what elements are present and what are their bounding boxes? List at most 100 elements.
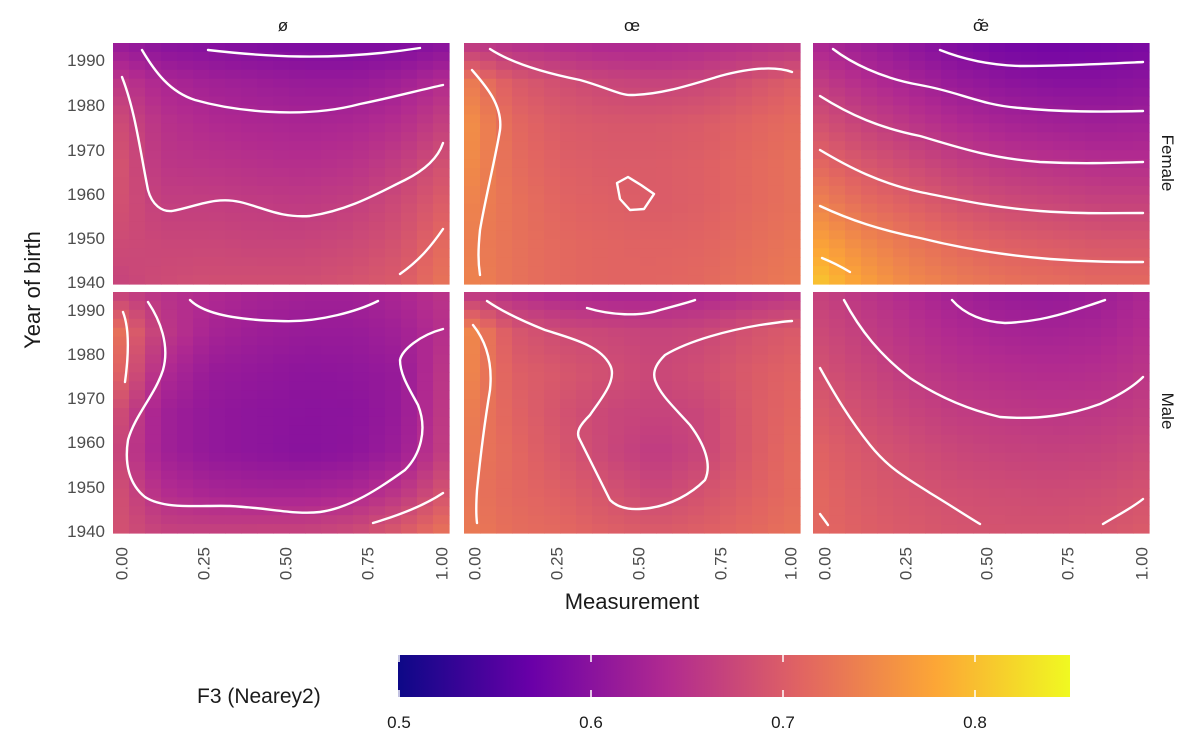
heatmap-cell: [720, 239, 737, 249]
heatmap-cell: [209, 159, 226, 169]
heatmap-cell: [768, 51, 785, 62]
heatmap-cell: [989, 354, 1006, 365]
heatmap-cell: [624, 203, 641, 214]
heatmap-cell: [608, 372, 625, 382]
heatmap-cell: [385, 381, 402, 391]
heatmap-cell: [640, 336, 657, 347]
heatmap-cell: [129, 159, 146, 169]
heatmap-cell: [624, 78, 641, 89]
heatmap-cell: [861, 506, 878, 516]
heatmap-cell: [784, 239, 801, 249]
heatmap-cell: [640, 479, 657, 489]
heatmap-cell: [845, 390, 862, 400]
heatmap-cell: [1133, 524, 1150, 534]
heatmap-cell: [273, 488, 290, 498]
heatmap-cell: [289, 425, 306, 436]
heatmap-cell: [209, 221, 226, 232]
heatmap-cell: [973, 399, 990, 409]
heatmap-cell: [941, 506, 958, 516]
heatmap-cell: [433, 372, 450, 382]
heatmap-cell: [321, 434, 338, 445]
heatmap-cell: [608, 132, 625, 142]
heatmap-cell: [1021, 114, 1038, 124]
heatmap-cell: [1133, 390, 1150, 400]
heatmap-cell: [973, 87, 990, 98]
heatmap-cell: [768, 266, 785, 276]
heatmap-cell: [829, 345, 846, 356]
heatmap-cell: [321, 123, 338, 133]
heatmap-cell: [736, 51, 753, 62]
heatmap-cell: [193, 309, 210, 320]
heatmap-cell: [989, 105, 1006, 116]
contour-line: [842, 298, 1145, 420]
heatmap-cell: [385, 185, 402, 196]
heatmap-cell: [1053, 408, 1070, 418]
y-axis-ticks-top: 1990 1980 1970 1960 1950 1940: [67, 51, 105, 292]
heatmap-cell: [401, 515, 418, 525]
heatmap-cell: [257, 354, 274, 365]
heatmap-cell: [656, 141, 673, 151]
heatmap-cell: [544, 114, 561, 124]
heatmap-cell: [496, 506, 513, 516]
heatmap-cell: [353, 336, 370, 347]
heatmap-cell: [1101, 479, 1118, 489]
heatmap-cell: [1085, 408, 1102, 418]
heatmap-cell: [608, 300, 625, 311]
y-tick-label: 1970: [67, 141, 105, 160]
heatmap-cell: [592, 78, 609, 89]
heatmap-cell: [656, 114, 673, 124]
heatmap-cell: [1021, 300, 1038, 311]
heatmap-cell: [305, 381, 322, 391]
heatmap-cell: [845, 363, 862, 373]
heatmap-cell: [909, 416, 926, 427]
heatmap-cell: [640, 425, 657, 436]
heatmap-cell: [145, 43, 162, 53]
heatmap-cell: [241, 515, 258, 525]
heatmap-cell: [909, 221, 926, 232]
heatmap-cell: [129, 176, 146, 187]
heatmap-cell: [957, 123, 974, 133]
heatmap-cell: [656, 167, 673, 178]
heatmap-cell: [893, 381, 910, 391]
heatmap-cell: [877, 381, 894, 391]
heatmap-cell: [608, 51, 625, 62]
heatmap-cell: [624, 372, 641, 382]
heatmap-cell: [957, 221, 974, 232]
heatmap-cell: [225, 524, 242, 534]
heatmap-cell: [672, 194, 689, 205]
heatmap-cell: [321, 96, 338, 107]
heatmap-cell: [464, 452, 481, 463]
heatmap-cell: [1133, 381, 1150, 391]
heatmap-cell: [209, 96, 226, 107]
heatmap-cell: [861, 159, 878, 169]
heatmap-cell: [273, 78, 290, 89]
heatmap-cell: [893, 257, 910, 267]
heatmap-cell: [592, 381, 609, 391]
heatmap-cell: [496, 381, 513, 391]
heatmap-cell: [464, 292, 481, 302]
heatmap-cell: [957, 194, 974, 205]
heatmap-cell: [161, 78, 178, 89]
heatmap-cell: [225, 300, 242, 311]
heatmap-cell: [752, 114, 769, 124]
heatmap-cell: [480, 132, 497, 142]
heatmap-cell: [720, 159, 737, 169]
heatmap-cell: [273, 443, 290, 454]
heatmap-cell: [161, 87, 178, 98]
heatmap-cell: [656, 132, 673, 142]
heatmap-cell: [736, 336, 753, 347]
heatmap-cell: [592, 114, 609, 124]
heatmap-cell: [193, 327, 210, 338]
heatmap-cell: [417, 318, 434, 329]
heatmap-cell: [941, 479, 958, 489]
heatmap-cell: [861, 408, 878, 418]
heatmap-cell: [209, 105, 226, 116]
heatmap-cell: [273, 69, 290, 80]
heatmap-cell: [257, 141, 274, 151]
heatmap-cell: [257, 488, 274, 498]
heatmap-cell: [496, 488, 513, 498]
heatmap-cell: [1117, 159, 1134, 169]
heatmap-cell: [257, 257, 274, 267]
heatmap-cell: [417, 506, 434, 516]
heatmap-cell: [145, 300, 162, 311]
